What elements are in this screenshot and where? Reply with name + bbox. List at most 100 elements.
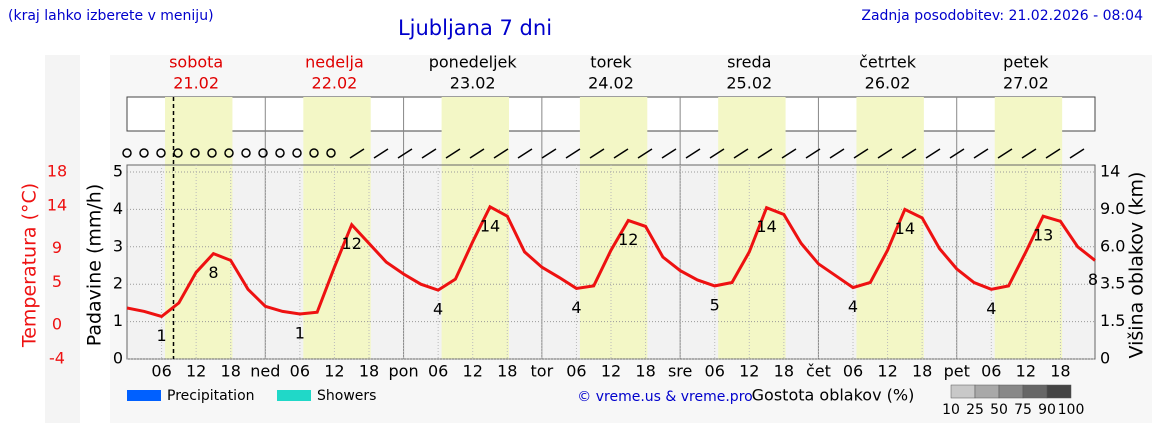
wind-barb — [949, 148, 965, 159]
wind-marker — [326, 148, 336, 158]
wind-barb — [421, 148, 437, 159]
daylight-band — [856, 97, 924, 359]
temp-tick-label: 9 — [52, 238, 62, 257]
hint: (kraj lahko izberete v meniju) — [8, 8, 214, 24]
wind-barb — [853, 148, 869, 159]
density-title: Gostota oblakov (%) — [752, 386, 915, 405]
x-tick-label: pon — [389, 362, 419, 381]
daylight-band — [718, 97, 786, 359]
y-tick-label: 4 — [113, 199, 123, 218]
y2-tick-label: 3.5 — [1100, 274, 1125, 293]
x-tick-label: 06 — [705, 362, 725, 381]
y2-tick-label: 9.0 — [1100, 199, 1125, 218]
x-tick-label: 12 — [324, 362, 344, 381]
temp-tick-label: 14 — [47, 196, 67, 215]
y-tick-label: 3 — [113, 236, 123, 255]
wind-marker — [275, 148, 285, 158]
day-date: 22.02 — [312, 74, 358, 93]
wind-barb — [733, 148, 749, 159]
wind-marker — [156, 148, 166, 158]
wind-marker — [122, 148, 132, 158]
wind-barb — [373, 148, 389, 159]
temperature-label: 14 — [756, 217, 776, 236]
day-date: 26.02 — [865, 74, 911, 93]
wind-marker — [292, 148, 302, 158]
day-name: sreda — [727, 53, 771, 72]
y2-tick-label: 1.5 — [1100, 311, 1125, 330]
density-label: 75 — [1014, 402, 1032, 418]
y-tick-label: 1 — [113, 311, 123, 330]
wind-barb — [901, 148, 917, 159]
temperature-label: 4 — [433, 300, 443, 319]
y-tick-label: 2 — [113, 274, 123, 293]
x-tick-label: pet — [944, 362, 970, 381]
legend-swatch — [277, 390, 311, 401]
wind-marker — [190, 148, 200, 158]
wind-barb — [877, 148, 893, 159]
credit: © vreme.us & vreme.pro — [577, 389, 752, 405]
temperature-label: 8 — [208, 263, 218, 282]
x-tick-label: tor — [531, 362, 554, 381]
wind-barb — [1021, 148, 1037, 159]
temperature-label: 5 — [710, 295, 720, 314]
density-label: 100 — [1058, 402, 1085, 418]
legend-label: Precipitation — [167, 388, 255, 404]
wind-barb — [805, 148, 821, 159]
wind-barb — [565, 148, 581, 159]
x-tick-label: 18 — [497, 362, 517, 381]
temp-tick-label: 0 — [52, 315, 62, 334]
x-tick-label: 06 — [151, 362, 171, 381]
density-label: 50 — [990, 402, 1008, 418]
wind-barb — [1069, 148, 1085, 159]
day-date: 23.02 — [450, 74, 496, 93]
wind-marker — [224, 148, 234, 158]
daylight-band — [165, 97, 233, 359]
x-tick-label: 12 — [739, 362, 759, 381]
wind-marker — [258, 148, 268, 158]
x-tick-label: 18 — [221, 362, 241, 381]
x-tick-label: 12 — [877, 362, 897, 381]
day-name: četrtek — [859, 53, 917, 72]
wind-barb — [757, 148, 773, 159]
x-tick-label: 18 — [912, 362, 932, 381]
temperature-label: 14 — [480, 216, 500, 235]
x-tick-label: 06 — [290, 362, 310, 381]
wind-barb — [349, 148, 365, 159]
x-tick-label: sre — [668, 362, 692, 381]
left-panel — [45, 55, 80, 423]
legend-swatch — [127, 390, 161, 401]
day-date: 21.02 — [173, 74, 219, 93]
density-swatch — [974, 384, 1000, 399]
y2-tick-label: 14 — [1100, 162, 1120, 181]
day-name: petek — [1003, 53, 1049, 72]
temperature-line — [126, 204, 1096, 319]
x-tick-label: 06 — [566, 362, 586, 381]
x-tick-label: 12 — [186, 362, 206, 381]
wind-barb — [781, 148, 797, 159]
wind-barb — [709, 148, 725, 159]
daylight-band — [579, 97, 648, 359]
temperature-label: 1 — [156, 326, 166, 345]
wind-barb — [541, 148, 557, 159]
y2-tick-label: 0 — [1100, 349, 1110, 368]
x-tick-label: 18 — [1050, 362, 1070, 381]
wind-barb — [517, 148, 533, 159]
x-tick-label: 12 — [601, 362, 621, 381]
density-swatch — [1022, 384, 1048, 399]
day-name: torek — [590, 53, 632, 72]
density-swatch — [1046, 384, 1072, 399]
temperature-label: 12 — [618, 230, 638, 249]
daylight-band — [994, 97, 1063, 359]
wind-barb — [1045, 148, 1061, 159]
daylight-band — [441, 97, 510, 359]
x-tick-label: 06 — [428, 362, 448, 381]
temp-tick-label: -4 — [49, 349, 65, 368]
y-axis-label: Padavine (mm/h) — [84, 184, 106, 347]
wind-barb — [661, 148, 677, 159]
y2-tick-label: 6.0 — [1100, 236, 1125, 255]
y-tick-label: 0 — [113, 349, 123, 368]
wind-barb — [493, 148, 509, 159]
wind-barb — [685, 148, 701, 159]
temperature-label: 4 — [986, 299, 996, 318]
